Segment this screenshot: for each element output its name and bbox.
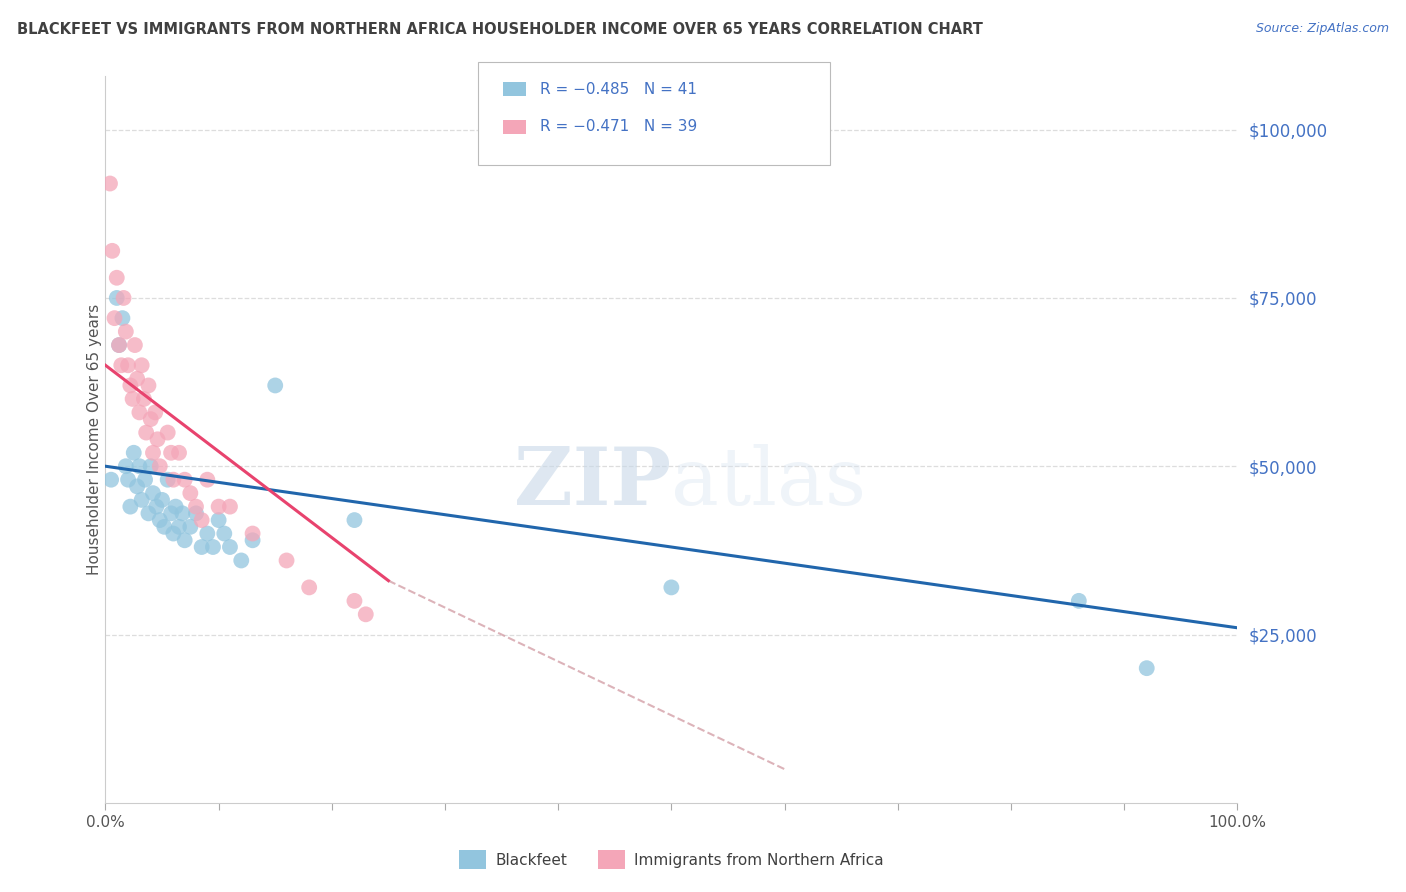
- Point: [114, 459, 136, 474]
- Point: [264, 378, 287, 392]
- Point: [132, 392, 155, 406]
- Point: [167, 446, 190, 460]
- Point: [121, 392, 143, 406]
- Point: [214, 526, 236, 541]
- Point: [134, 473, 156, 487]
- Point: [117, 473, 139, 487]
- Point: [145, 500, 167, 514]
- Point: [1067, 594, 1090, 608]
- Point: [98, 177, 121, 191]
- Point: [276, 553, 298, 567]
- Text: ZIP: ZIP: [515, 444, 672, 522]
- Point: [110, 358, 132, 372]
- Point: [146, 432, 169, 446]
- Point: [139, 412, 162, 426]
- Point: [298, 581, 321, 595]
- Point: [150, 492, 173, 507]
- Point: [138, 378, 160, 392]
- Point: [160, 446, 183, 460]
- Point: [184, 507, 207, 521]
- Point: [343, 594, 366, 608]
- Point: [103, 311, 125, 326]
- Point: [114, 325, 136, 339]
- Point: [354, 607, 377, 622]
- Point: [117, 358, 139, 372]
- Point: [131, 492, 153, 507]
- Point: [149, 513, 172, 527]
- Point: [128, 459, 150, 474]
- Point: [242, 533, 264, 548]
- Legend: Blackfeet, Immigrants from Northern Africa: Blackfeet, Immigrants from Northern Afri…: [453, 844, 890, 875]
- Point: [162, 473, 184, 487]
- Point: [179, 486, 201, 500]
- Point: [143, 405, 166, 419]
- Point: [195, 473, 218, 487]
- Point: [131, 358, 153, 372]
- Point: [101, 244, 124, 258]
- Text: BLACKFEET VS IMMIGRANTS FROM NORTHERN AFRICA HOUSEHOLDER INCOME OVER 65 YEARS CO: BLACKFEET VS IMMIGRANTS FROM NORTHERN AF…: [17, 22, 983, 37]
- Point: [208, 513, 231, 527]
- Point: [127, 372, 149, 386]
- Point: [105, 291, 128, 305]
- Point: [343, 513, 366, 527]
- Point: [142, 446, 165, 460]
- Point: [173, 473, 195, 487]
- Point: [111, 311, 134, 326]
- Point: [149, 459, 172, 474]
- Point: [184, 500, 207, 514]
- Point: [165, 500, 187, 514]
- Point: [231, 553, 253, 567]
- Point: [179, 520, 201, 534]
- Point: [108, 338, 131, 352]
- Point: [219, 500, 242, 514]
- Point: [167, 520, 190, 534]
- Point: [190, 513, 212, 527]
- Point: [127, 479, 149, 493]
- Point: [138, 507, 160, 521]
- Point: [1136, 661, 1159, 675]
- Point: [172, 507, 194, 521]
- Point: [208, 500, 231, 514]
- Point: [112, 291, 135, 305]
- Point: [661, 581, 683, 595]
- Point: [100, 473, 122, 487]
- Point: [120, 500, 142, 514]
- Point: [142, 486, 165, 500]
- Point: [242, 526, 264, 541]
- Point: [195, 526, 218, 541]
- Point: [160, 507, 183, 521]
- Point: [190, 540, 212, 554]
- Y-axis label: Householder Income Over 65 years: Householder Income Over 65 years: [87, 303, 101, 575]
- Point: [156, 425, 179, 440]
- Text: R = −0.485   N = 41: R = −0.485 N = 41: [540, 82, 697, 96]
- Text: atlas: atlas: [672, 444, 866, 522]
- Point: [124, 338, 146, 352]
- Point: [139, 459, 162, 474]
- Point: [135, 425, 157, 440]
- Point: [105, 270, 128, 285]
- Point: [122, 446, 145, 460]
- Point: [156, 473, 179, 487]
- Point: [173, 533, 195, 548]
- Text: R = −0.471   N = 39: R = −0.471 N = 39: [540, 120, 697, 134]
- Point: [108, 338, 131, 352]
- Point: [219, 540, 242, 554]
- Point: [201, 540, 224, 554]
- Point: [153, 520, 176, 534]
- Point: [128, 405, 150, 419]
- Point: [120, 378, 142, 392]
- Text: Source: ZipAtlas.com: Source: ZipAtlas.com: [1256, 22, 1389, 36]
- Point: [162, 526, 184, 541]
